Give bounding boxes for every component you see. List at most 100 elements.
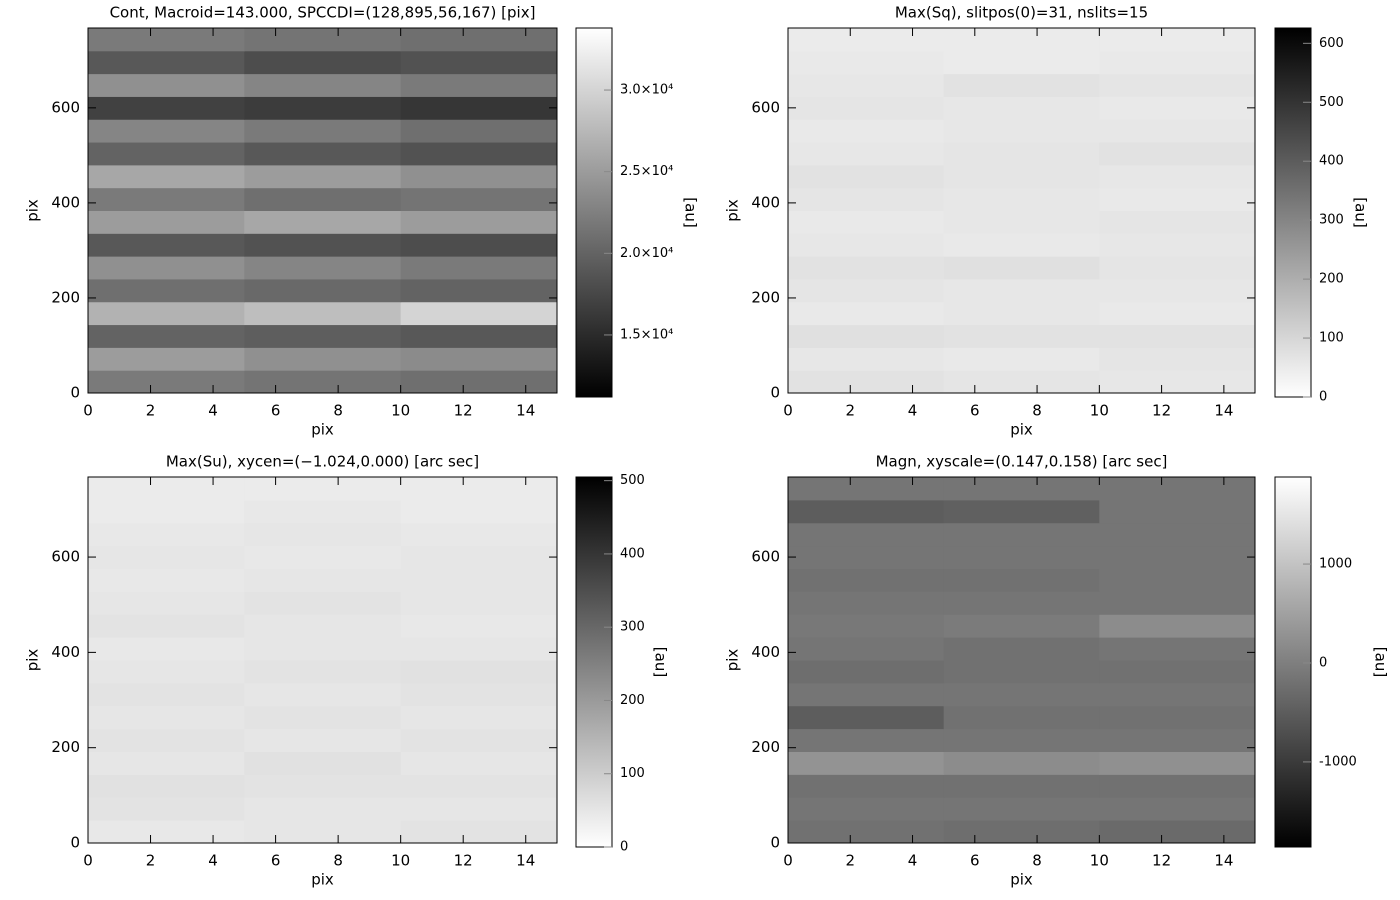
- y-tick-label: 400: [51, 643, 80, 661]
- heatmap-cell: [400, 728, 558, 752]
- heatmap-cell: [943, 370, 1100, 394]
- heatmap-cell: [400, 614, 558, 638]
- plot-frame: [787, 27, 1256, 394]
- y-tick-label: 400: [51, 193, 80, 211]
- heatmap-cell: [244, 477, 402, 501]
- heatmap-cell: [1099, 728, 1256, 752]
- heatmap-cell: [400, 164, 558, 189]
- heatmap-cell: [244, 705, 402, 730]
- x-tick-label: 4: [908, 852, 918, 870]
- heatmap-cell: [244, 751, 402, 775]
- colorbar-tick-label: 600: [1319, 36, 1344, 51]
- heatmap-cell: [400, 278, 558, 303]
- y-tick-label: 400: [751, 643, 780, 661]
- colorbar-tick-label: 2.5×10⁴: [620, 164, 673, 179]
- heatmap-cell: [88, 73, 245, 97]
- heatmap-cell: [400, 301, 558, 326]
- heatmap-cell: [788, 278, 945, 303]
- colorbar-tick-label: 400: [1319, 154, 1344, 169]
- heatmap-cell: [1099, 233, 1256, 257]
- heatmap-cell: [244, 256, 402, 280]
- heatmap-cell: [788, 96, 945, 120]
- heatmap-cell: [1099, 301, 1256, 326]
- heatmap-cell: [1099, 774, 1256, 798]
- heatmap-cell: [943, 187, 1100, 211]
- heatmap-cell: [244, 682, 402, 707]
- heatmap-cell: [400, 545, 558, 569]
- heatmap-cell: [788, 164, 945, 189]
- heatmap-cell: [400, 797, 558, 821]
- heatmap-cell: [244, 301, 402, 326]
- heatmap-cell: [400, 142, 558, 166]
- heatmap-cell: [788, 660, 945, 684]
- heatmap-cell: [788, 705, 945, 730]
- heatmap-cell: [788, 728, 945, 752]
- heatmap-cell: [788, 637, 945, 661]
- colorbar-tick-label: 0: [620, 840, 628, 855]
- heatmap-cell: [788, 522, 945, 547]
- heatmap-cell: [400, 820, 558, 844]
- heatmap-cell: [244, 774, 402, 798]
- chart-title: Max(Sq), slitpos(0)=31, nslits=15: [895, 4, 1148, 22]
- heatmap-cell: [244, 187, 402, 211]
- heatmap-cell: [943, 96, 1100, 120]
- heatmap-cell: [943, 210, 1100, 234]
- y-tick-label: 0: [70, 384, 80, 402]
- heatmap-cell: [788, 50, 945, 75]
- x-tick-label: 8: [333, 402, 343, 420]
- heatmap-cell: [1099, 187, 1256, 211]
- heatmap-cell: [244, 28, 402, 52]
- heatmap-cell: [244, 545, 402, 569]
- heatmap-cell: [400, 119, 558, 143]
- heatmap-cell: [88, 568, 245, 592]
- x-tick-label: 4: [208, 852, 218, 870]
- x-tick-label: 14: [516, 852, 535, 870]
- heatmap-cell: [943, 233, 1100, 257]
- colorbar-tick-label: 400: [620, 546, 645, 561]
- heatmap-cell: [788, 210, 945, 234]
- heatmap-cell: [244, 568, 402, 592]
- heatmap-cell: [1099, 96, 1256, 120]
- heatmap-cell: [1099, 522, 1256, 547]
- heatmap-cell: [244, 347, 402, 371]
- heatmap-cell: [88, 28, 245, 52]
- colorbar: [575, 27, 613, 398]
- heatmap-cell: [788, 774, 945, 798]
- heatmap-cell: [1099, 142, 1256, 166]
- heatmap-cell: [400, 210, 558, 234]
- heatmap-cell: [244, 522, 402, 547]
- x-tick-label: 2: [845, 852, 855, 870]
- colorbar-tick-label: 3.0×10⁴: [620, 83, 673, 98]
- colorbar-tick-label: 500: [620, 473, 645, 488]
- x-tick-label: 12: [454, 402, 473, 420]
- heatmap-cell: [88, 119, 245, 143]
- heatmap-cell: [788, 28, 945, 52]
- heatmap-cell: [88, 301, 245, 326]
- heatmap-cell: [244, 142, 402, 166]
- heatmap-cell: [943, 499, 1100, 524]
- heatmap-cell: [88, 324, 245, 348]
- heatmap-cell: [943, 142, 1100, 166]
- heatmap-cell: [1099, 210, 1256, 234]
- heatmap-cell: [400, 73, 558, 97]
- heatmap-cell: [788, 545, 945, 569]
- heatmap-cell: [400, 568, 558, 592]
- heatmap-cell: [788, 477, 945, 501]
- heatmap-cell: [1099, 545, 1256, 569]
- colorbar-tick-label: 1000: [1319, 557, 1352, 572]
- heatmap-cell: [400, 347, 558, 371]
- x-tick-label: 0: [783, 402, 793, 420]
- heatmap-cell: [88, 256, 245, 280]
- x-tick-label: 10: [391, 852, 410, 870]
- heatmap-cell: [1099, 28, 1256, 52]
- heatmap-cell: [943, 522, 1100, 547]
- heatmap-cell: [400, 50, 558, 75]
- heatmap-cell: [943, 73, 1100, 97]
- colorbar-tick-label: 0: [1319, 655, 1327, 670]
- heatmap-cell: [88, 164, 245, 189]
- heatmap-cell: [788, 142, 945, 166]
- heatmap-cell: [88, 370, 245, 394]
- heatmap-cell: [1099, 278, 1256, 303]
- heatmap-cell: [943, 324, 1100, 348]
